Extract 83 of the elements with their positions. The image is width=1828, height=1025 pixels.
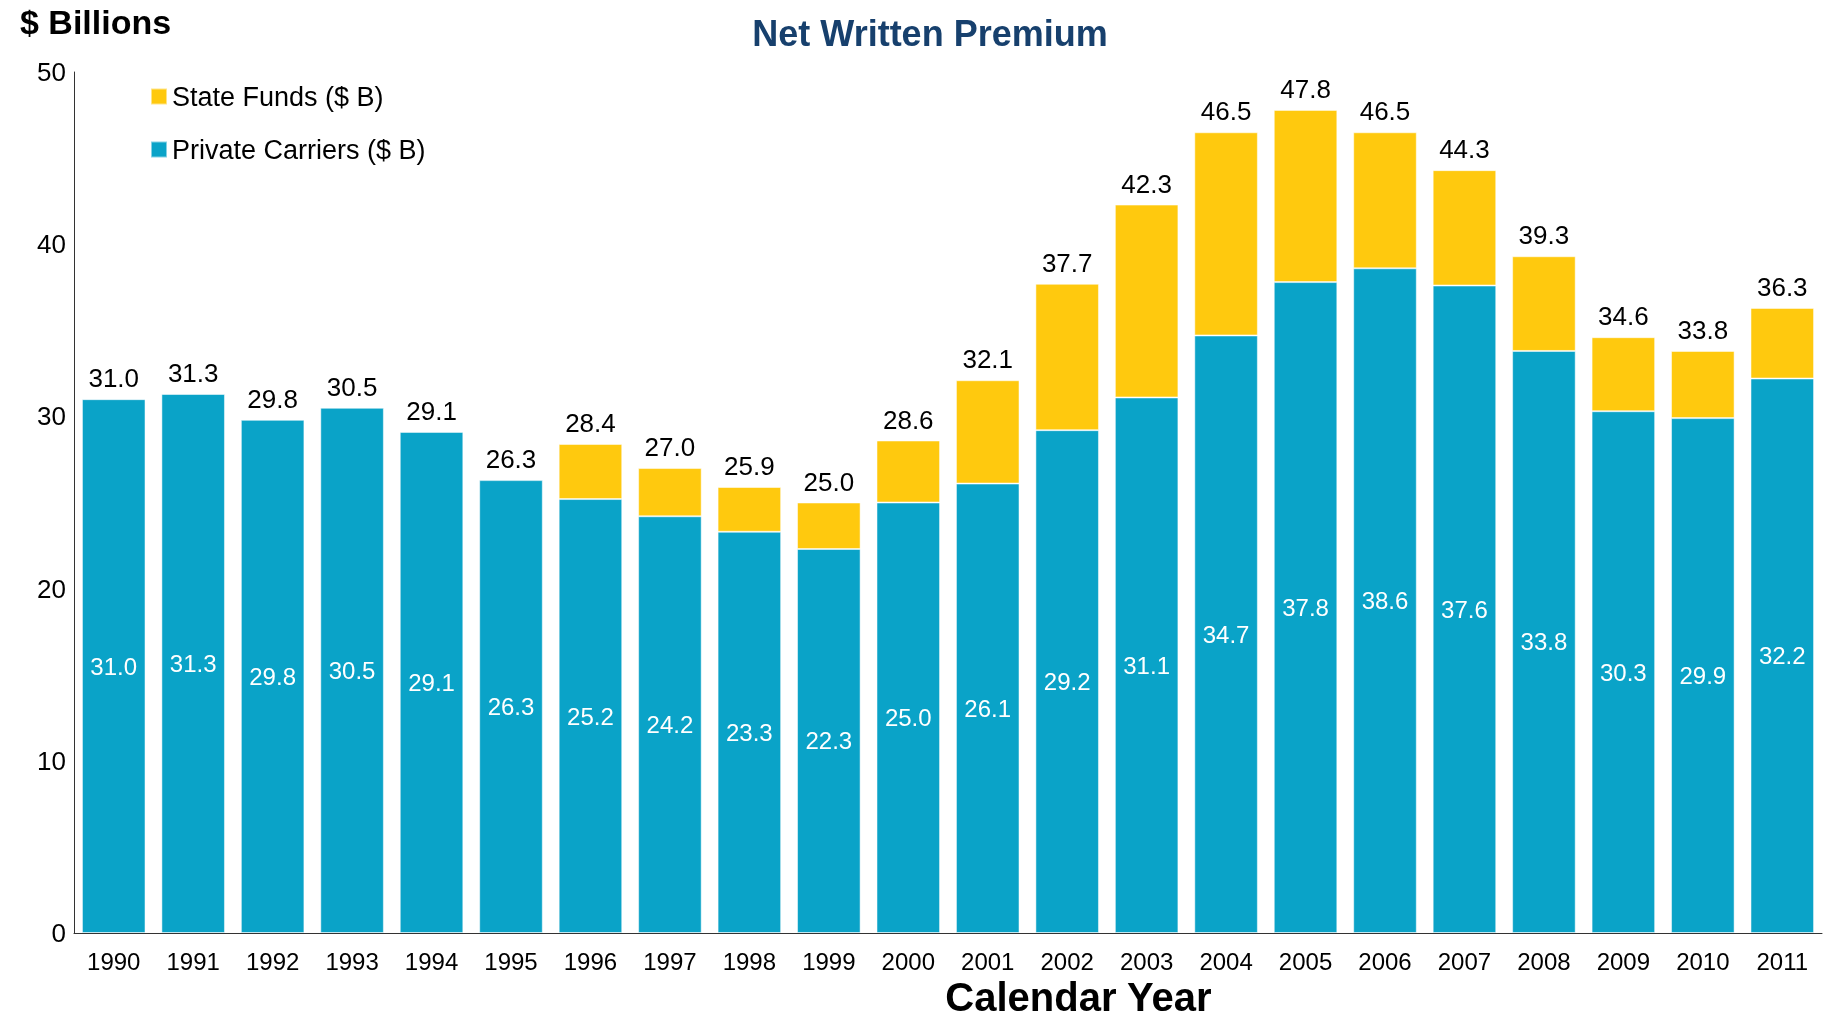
total-label: 42.3 <box>1121 168 1172 199</box>
total-label: 30.5 <box>326 371 378 402</box>
total-label: 29.8 <box>247 383 298 414</box>
total-label: 27.0 <box>644 432 696 463</box>
x-tick-label: 1990 <box>87 947 141 975</box>
data-label: 37.6 <box>1441 595 1488 623</box>
bar <box>161 394 225 933</box>
x-tick-label: 2002 <box>1040 947 1094 975</box>
x-tick-label: 2003 <box>1119 947 1174 975</box>
x-tick-label: 2009 <box>1596 947 1651 975</box>
total-label: 28.6 <box>882 404 934 435</box>
total-label: 28.4 <box>565 407 616 438</box>
x-tick-label: 1991 <box>166 947 220 975</box>
y-tick-label: 30 <box>37 401 66 432</box>
x-tick-label: 1999 <box>802 947 856 975</box>
x-tick-label: 2007 <box>1437 947 1492 975</box>
total-label: 31.0 <box>88 363 140 394</box>
total-label: 39.3 <box>1518 220 1570 251</box>
total-label: 37.7 <box>1041 247 1093 278</box>
data-label: 22.3 <box>805 727 853 755</box>
data-label: 38.6 <box>1361 587 1409 615</box>
total-label: 26.3 <box>485 444 537 475</box>
data-label: 26.1 <box>964 694 1012 722</box>
data-label: 26.3 <box>487 693 535 721</box>
x-tick-label: 2011 <box>1756 947 1809 975</box>
x-tick-label: 1992 <box>245 947 300 975</box>
x-tick-label: 1997 <box>643 947 697 975</box>
total-label: 29.1 <box>406 395 457 426</box>
bar <box>81 399 146 933</box>
x-tick-label: 2004 <box>1199 947 1253 975</box>
total-label: 44.3 <box>1439 134 1490 165</box>
data-label: 29.2 <box>1043 668 1091 696</box>
x-tick-label: 2010 <box>1676 947 1730 975</box>
x-tick-label: 2008 <box>1517 947 1571 975</box>
legend-label: Private Carriers ($ B) <box>172 134 426 165</box>
y-axis-title: $ Billions <box>20 3 172 41</box>
x-tick-label: 1998 <box>722 947 777 975</box>
data-label: 31.1 <box>1123 651 1170 679</box>
data-label: 25.2 <box>567 702 614 730</box>
data-label: 23.3 <box>726 718 773 746</box>
total-label: 46.5 <box>1200 96 1252 127</box>
data-label: 31.3 <box>169 650 217 678</box>
data-label: 31.0 <box>90 652 138 680</box>
total-label: 36.3 <box>1756 271 1808 302</box>
y-tick-label: 50 <box>37 57 66 87</box>
data-label: 25.0 <box>884 704 932 732</box>
total-label: 25.0 <box>803 466 855 497</box>
x-axis-title: Calendar Year <box>945 975 1212 1019</box>
total-label: 32.1 <box>962 344 1014 375</box>
total-label: 47.8 <box>1280 73 1331 104</box>
total-label: 46.5 <box>1359 96 1411 127</box>
x-tick-label: 2001 <box>961 947 1015 975</box>
data-label: 24.2 <box>646 711 694 739</box>
total-label: 31.3 <box>167 358 219 389</box>
bar <box>479 480 543 933</box>
data-label: 30.3 <box>1600 658 1647 686</box>
data-label: 37.8 <box>1282 594 1329 622</box>
data-label: 29.8 <box>249 662 296 690</box>
x-tick-label: 2005 <box>1278 947 1333 975</box>
x-tick-label: 1996 <box>563 947 618 975</box>
total-label: 34.6 <box>1598 301 1649 332</box>
x-tick-label: 1995 <box>484 947 538 975</box>
total-label: 25.9 <box>724 451 775 481</box>
x-tick-label: 1994 <box>404 947 459 975</box>
bar <box>320 407 384 933</box>
data-label: 30.5 <box>328 656 376 684</box>
data-label: 34.7 <box>1202 620 1250 648</box>
x-tick-label: 2006 <box>1358 947 1412 975</box>
bar <box>240 419 305 933</box>
y-tick-label: 40 <box>37 229 66 260</box>
data-label: 33.8 <box>1520 628 1568 656</box>
data-label: 29.1 <box>408 668 455 696</box>
x-tick-label: 1993 <box>325 947 379 975</box>
bar <box>399 431 464 933</box>
data-label: 32.2 <box>1758 642 1806 670</box>
data-label: 29.9 <box>1679 662 1727 690</box>
y-tick-label: 10 <box>37 745 66 776</box>
y-tick-label: 0 <box>51 918 66 948</box>
chart-title: Net Written Premium <box>752 12 1108 54</box>
y-tick-label: 20 <box>37 573 66 604</box>
legend-label: State Funds ($ B) <box>172 81 384 112</box>
x-tick-label: 2000 <box>881 947 935 975</box>
total-label: 33.8 <box>1677 314 1729 345</box>
